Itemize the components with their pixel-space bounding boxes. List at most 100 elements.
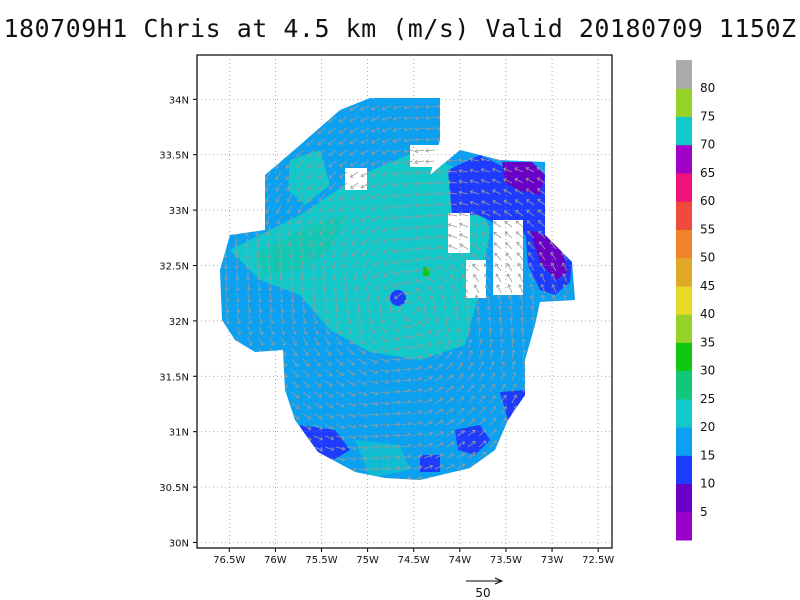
wind-vector <box>349 105 359 111</box>
wind-vector-head <box>537 209 542 214</box>
wind-vector-head <box>351 371 356 376</box>
wind-vector-head <box>326 341 331 346</box>
storm-eye <box>390 290 406 306</box>
wind-vector <box>222 182 227 192</box>
wind-vector-head <box>436 202 440 207</box>
wind-vector <box>434 420 444 426</box>
wind-vector-head <box>213 255 217 258</box>
wind-vector <box>346 479 356 480</box>
wind-vector-head <box>517 262 522 267</box>
wind-vector-head <box>212 222 216 225</box>
wind-vector-head <box>349 98 354 101</box>
wind-vector-head <box>397 466 401 471</box>
wind-vector-head <box>564 338 570 342</box>
wind-vector-head <box>233 244 239 248</box>
wind-vector-head <box>308 209 312 214</box>
wind-vector <box>383 259 392 266</box>
vector-key-label: 50 <box>475 586 490 600</box>
wind-vector <box>486 295 491 305</box>
wind-vector <box>280 314 284 324</box>
wind-vector-head <box>572 240 575 245</box>
wind-vector <box>225 369 232 378</box>
wind-vector-head <box>516 231 520 235</box>
wind-vector-head <box>318 394 322 398</box>
wind-vector-head <box>317 164 322 168</box>
colorbar-segment <box>676 342 692 372</box>
wind-vector <box>339 116 348 123</box>
wind-vector-head <box>358 320 363 325</box>
wind-vector <box>558 134 568 140</box>
wind-vector <box>285 98 293 102</box>
wind-vector-head <box>325 320 330 325</box>
wind-vector-head <box>458 190 463 195</box>
wind-vector-head <box>372 251 377 256</box>
wind-vector-head <box>557 449 562 454</box>
wind-vector-head <box>236 320 241 325</box>
wind-vector <box>559 155 568 162</box>
wind-vector <box>390 347 400 351</box>
wind-vector-head <box>263 459 268 464</box>
wind-vector <box>444 306 447 316</box>
wind-vector <box>247 358 253 367</box>
wind-vector-head <box>513 102 518 107</box>
wind-vector-head <box>435 316 440 321</box>
wind-vector <box>346 358 355 365</box>
wind-vector <box>515 210 524 217</box>
wind-vector <box>578 461 582 469</box>
wind-vector-head <box>493 242 498 246</box>
wind-vector-head <box>262 406 266 410</box>
wind-vector <box>401 368 411 371</box>
wind-vector-head <box>470 384 475 389</box>
wind-vector-head <box>576 339 580 341</box>
wind-vector-head <box>302 320 308 325</box>
wind-vector <box>415 95 424 97</box>
wind-vector-head <box>427 330 432 334</box>
wind-vector-head <box>386 433 390 438</box>
wind-vector-head <box>347 320 352 325</box>
wind-vector-head <box>371 206 376 211</box>
wind-vector <box>492 94 501 95</box>
wind-vector-head <box>316 362 321 367</box>
wind-vector-head <box>514 428 518 432</box>
wind-vector-head <box>313 309 318 314</box>
wind-vector-head <box>518 284 523 288</box>
wind-vector-head <box>472 452 476 456</box>
wind-vector-head <box>547 155 552 160</box>
wind-vector <box>527 220 535 228</box>
wind-vector-head <box>503 188 508 193</box>
wind-vector <box>215 359 219 367</box>
wind-vector <box>346 314 351 324</box>
wind-vector-head <box>570 166 574 170</box>
wind-vector <box>533 472 541 480</box>
wind-vector-head <box>568 471 573 476</box>
wind-vector <box>339 127 348 134</box>
wind-vector <box>246 248 249 258</box>
wind-vector <box>371 193 381 199</box>
wind-vector <box>555 416 561 426</box>
wind-vector-head <box>536 91 539 94</box>
wind-vector-head <box>340 372 344 376</box>
wind-vector <box>489 473 498 480</box>
wind-vector <box>578 361 579 370</box>
wind-vector-head <box>504 221 508 225</box>
wind-vector <box>231 98 238 103</box>
wind-vector-head <box>392 249 397 254</box>
wind-vector-head <box>446 328 451 332</box>
wind-vector-head <box>327 352 332 356</box>
wind-vector <box>434 409 444 415</box>
wind-vector <box>291 468 301 473</box>
wind-vector-head <box>226 331 231 336</box>
wind-vector <box>412 477 422 480</box>
wind-vector <box>357 468 368 470</box>
wind-vector <box>499 316 502 327</box>
field-15ms-s <box>420 455 440 472</box>
wind-vector-head <box>386 401 390 406</box>
wind-vector <box>291 380 299 388</box>
wind-vector <box>276 193 282 203</box>
wind-vector <box>247 402 255 410</box>
wind-vector-head <box>491 167 496 172</box>
wind-vector <box>224 248 227 259</box>
wind-vector-head <box>544 382 550 387</box>
wind-vector-head <box>335 310 340 314</box>
wind-vector <box>390 467 400 470</box>
